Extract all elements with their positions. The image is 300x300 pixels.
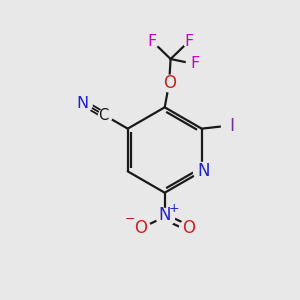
- Text: F: F: [185, 34, 194, 49]
- Text: F: F: [190, 56, 200, 71]
- Text: C: C: [98, 108, 109, 123]
- Text: I: I: [229, 117, 234, 135]
- Text: O: O: [163, 74, 176, 92]
- Text: O: O: [134, 219, 147, 237]
- Text: +: +: [168, 202, 179, 214]
- Text: N: N: [198, 162, 210, 180]
- Text: −: −: [125, 213, 135, 226]
- Text: O: O: [182, 219, 195, 237]
- Text: N: N: [77, 96, 89, 111]
- Text: N: N: [158, 206, 171, 224]
- Text: F: F: [147, 34, 156, 49]
